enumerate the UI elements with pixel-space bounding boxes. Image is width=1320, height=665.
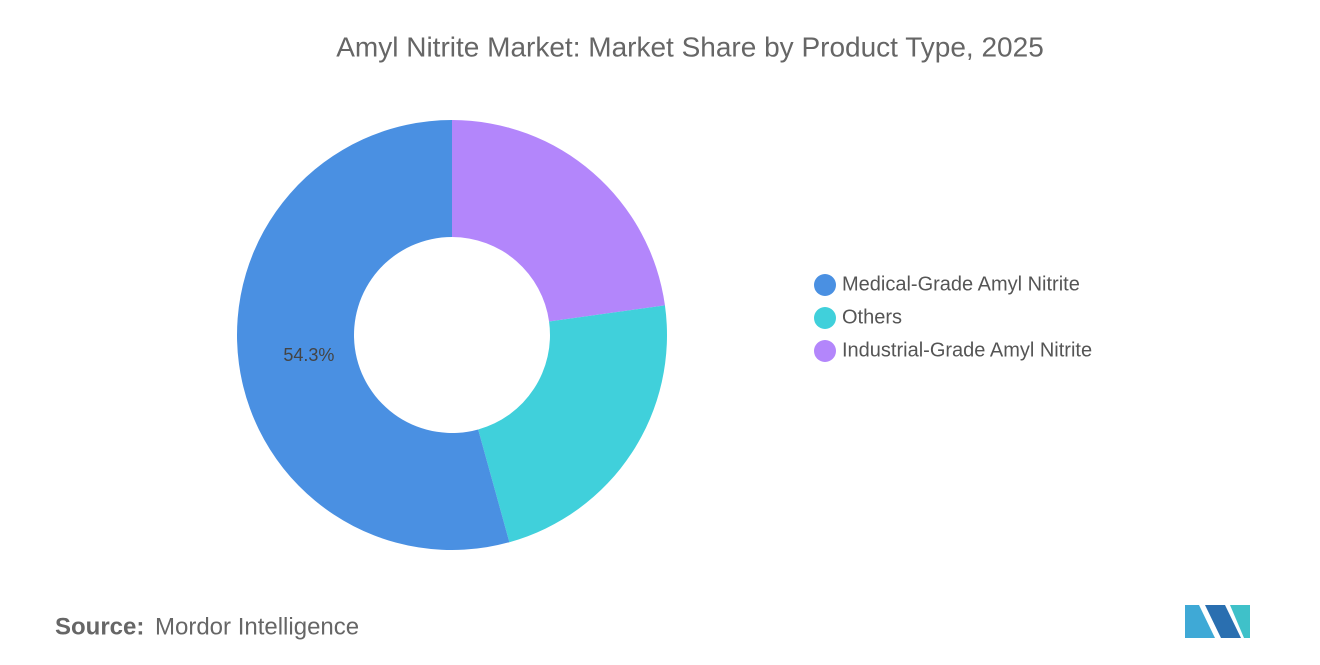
legend-marker <box>814 307 836 329</box>
legend-label: Medical-Grade Amyl Nitrite <box>842 273 1080 295</box>
legend-marker <box>814 274 836 296</box>
slice <box>478 305 667 543</box>
legend-label: Others <box>842 306 902 328</box>
source-label: Source: <box>55 613 144 640</box>
slice <box>452 120 665 322</box>
data-label: 54.3% <box>283 345 334 365</box>
logo <box>1185 605 1250 638</box>
slice <box>236 120 510 551</box>
legend-label: Industrial-Grade Amyl Nitrite <box>842 339 1092 361</box>
source: Mordor Intelligence <box>155 613 359 640</box>
legend-marker <box>814 340 836 362</box>
chart-title: Amyl Nitrite Market: Market Share by Pro… <box>336 31 1044 62</box>
